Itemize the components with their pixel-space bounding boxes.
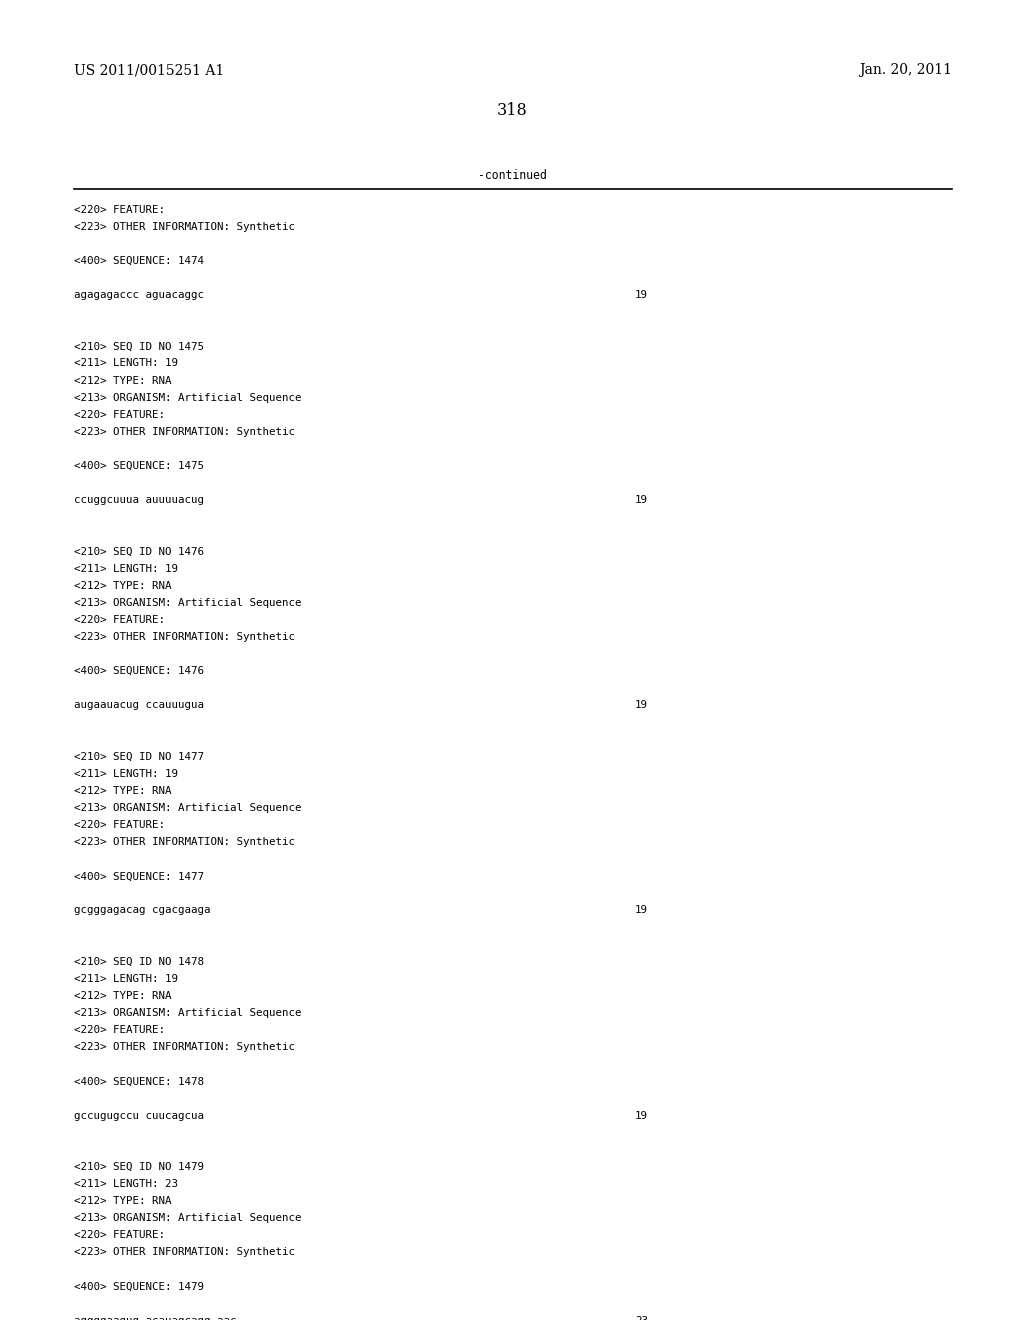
Text: <223> OTHER INFORMATION: Synthetic: <223> OTHER INFORMATION: Synthetic <box>74 1247 295 1258</box>
Text: augaauacug ccauuugua: augaauacug ccauuugua <box>74 701 204 710</box>
Text: <220> FEATURE:: <220> FEATURE: <box>74 615 165 624</box>
Text: <211> LENGTH: 19: <211> LENGTH: 19 <box>74 359 178 368</box>
Text: aggggaagug acauagcagg aac: aggggaagug acauagcagg aac <box>74 1316 237 1320</box>
Text: <400> SEQUENCE: 1475: <400> SEQUENCE: 1475 <box>74 461 204 471</box>
Text: 318: 318 <box>497 102 527 119</box>
Text: <212> TYPE: RNA: <212> TYPE: RNA <box>74 581 171 590</box>
Text: <213> ORGANISM: Artificial Sequence: <213> ORGANISM: Artificial Sequence <box>74 1008 301 1018</box>
Text: <212> TYPE: RNA: <212> TYPE: RNA <box>74 1196 171 1206</box>
Text: <220> FEATURE:: <220> FEATURE: <box>74 409 165 420</box>
Text: <213> ORGANISM: Artificial Sequence: <213> ORGANISM: Artificial Sequence <box>74 1213 301 1224</box>
Text: <210> SEQ ID NO 1479: <210> SEQ ID NO 1479 <box>74 1162 204 1172</box>
Text: <211> LENGTH: 19: <211> LENGTH: 19 <box>74 974 178 983</box>
Text: <210> SEQ ID NO 1475: <210> SEQ ID NO 1475 <box>74 342 204 351</box>
Text: 19: 19 <box>635 290 648 300</box>
Text: <400> SEQUENCE: 1476: <400> SEQUENCE: 1476 <box>74 667 204 676</box>
Text: <400> SEQUENCE: 1479: <400> SEQUENCE: 1479 <box>74 1282 204 1291</box>
Text: <210> SEQ ID NO 1476: <210> SEQ ID NO 1476 <box>74 546 204 557</box>
Text: <400> SEQUENCE: 1477: <400> SEQUENCE: 1477 <box>74 871 204 882</box>
Text: <400> SEQUENCE: 1478: <400> SEQUENCE: 1478 <box>74 1076 204 1086</box>
Text: <213> ORGANISM: Artificial Sequence: <213> ORGANISM: Artificial Sequence <box>74 803 301 813</box>
Text: <211> LENGTH: 19: <211> LENGTH: 19 <box>74 564 178 574</box>
Text: US 2011/0015251 A1: US 2011/0015251 A1 <box>74 63 224 78</box>
Text: <212> TYPE: RNA: <212> TYPE: RNA <box>74 785 171 796</box>
Text: <223> OTHER INFORMATION: Synthetic: <223> OTHER INFORMATION: Synthetic <box>74 632 295 642</box>
Text: <220> FEATURE:: <220> FEATURE: <box>74 1230 165 1241</box>
Text: <210> SEQ ID NO 1477: <210> SEQ ID NO 1477 <box>74 751 204 762</box>
Text: 19: 19 <box>635 495 648 506</box>
Text: -continued: -continued <box>477 169 547 182</box>
Text: <220> FEATURE:: <220> FEATURE: <box>74 205 165 215</box>
Text: <212> TYPE: RNA: <212> TYPE: RNA <box>74 991 171 1001</box>
Text: 23: 23 <box>635 1316 648 1320</box>
Text: <211> LENGTH: 23: <211> LENGTH: 23 <box>74 1179 178 1189</box>
Text: <223> OTHER INFORMATION: Synthetic: <223> OTHER INFORMATION: Synthetic <box>74 837 295 847</box>
Text: agagagaccc aguacaggc: agagagaccc aguacaggc <box>74 290 204 300</box>
Text: 19: 19 <box>635 701 648 710</box>
Text: Jan. 20, 2011: Jan. 20, 2011 <box>859 63 952 78</box>
Text: <220> FEATURE:: <220> FEATURE: <box>74 820 165 830</box>
Text: <211> LENGTH: 19: <211> LENGTH: 19 <box>74 768 178 779</box>
Text: <210> SEQ ID NO 1478: <210> SEQ ID NO 1478 <box>74 957 204 966</box>
Text: <213> ORGANISM: Artificial Sequence: <213> ORGANISM: Artificial Sequence <box>74 392 301 403</box>
Text: <220> FEATURE:: <220> FEATURE: <box>74 1026 165 1035</box>
Text: <223> OTHER INFORMATION: Synthetic: <223> OTHER INFORMATION: Synthetic <box>74 1043 295 1052</box>
Text: <213> ORGANISM: Artificial Sequence: <213> ORGANISM: Artificial Sequence <box>74 598 301 607</box>
Text: 19: 19 <box>635 1110 648 1121</box>
Text: <400> SEQUENCE: 1474: <400> SEQUENCE: 1474 <box>74 256 204 265</box>
Text: ccuggcuuua auuuuacug: ccuggcuuua auuuuacug <box>74 495 204 506</box>
Text: 19: 19 <box>635 906 648 916</box>
Text: <212> TYPE: RNA: <212> TYPE: RNA <box>74 376 171 385</box>
Text: gcgggagacag cgacgaaga: gcgggagacag cgacgaaga <box>74 906 210 916</box>
Text: gccugugccu cuucagcua: gccugugccu cuucagcua <box>74 1110 204 1121</box>
Text: <223> OTHER INFORMATION: Synthetic: <223> OTHER INFORMATION: Synthetic <box>74 222 295 232</box>
Text: <223> OTHER INFORMATION: Synthetic: <223> OTHER INFORMATION: Synthetic <box>74 426 295 437</box>
